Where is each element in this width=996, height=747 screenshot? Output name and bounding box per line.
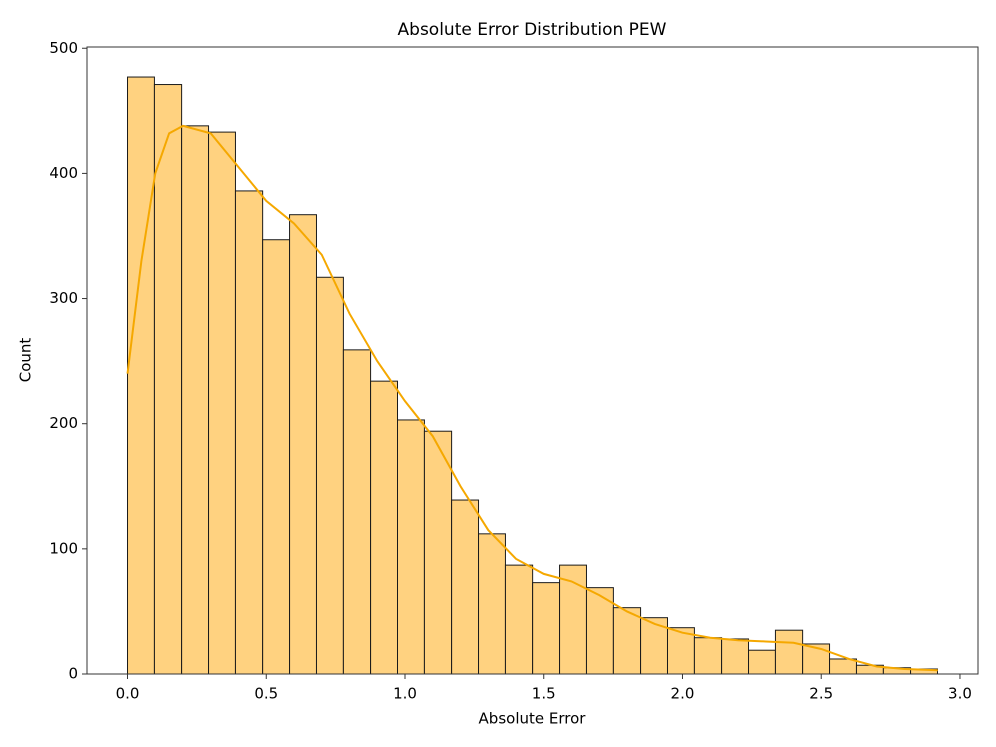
bar (451, 499, 480, 675)
bar (829, 658, 857, 675)
bar (153, 84, 183, 675)
bar (289, 214, 317, 675)
bar (748, 649, 776, 675)
bar (532, 582, 561, 675)
bar (721, 638, 750, 675)
bar (504, 564, 534, 675)
bar (397, 419, 425, 675)
y-axis-label: Count (17, 338, 35, 383)
x-tick-label: 2.5 (809, 685, 833, 703)
bar (612, 607, 642, 675)
y-tick-label: 500 (49, 39, 78, 57)
bar (208, 131, 236, 675)
kde-line (126, 124, 938, 672)
bar (342, 349, 372, 675)
plot-frame (86, 46, 979, 675)
chart-title: Absolute Error Distribution PEW (398, 20, 667, 40)
x-tick-label: 2.0 (671, 685, 695, 703)
y-tick-label: 400 (49, 164, 78, 182)
x-tick-label: 0.0 (116, 685, 140, 703)
x-tick-label: 1.0 (393, 685, 417, 703)
bar (478, 533, 506, 675)
bar (370, 380, 399, 675)
bar (234, 190, 264, 675)
bar (262, 239, 291, 675)
y-tick-label: 300 (49, 289, 78, 307)
x-tick-label: 0.5 (254, 685, 278, 703)
bar (315, 276, 344, 675)
x-tick-label: 3.0 (948, 685, 972, 703)
y-tick-label: 100 (49, 539, 78, 557)
bar (127, 76, 155, 675)
x-tick-label: 1.5 (532, 685, 556, 703)
bar (585, 587, 614, 675)
y-tick-label: 0 (68, 665, 78, 683)
bar (423, 430, 453, 675)
x-axis-label: Absolute Error (479, 710, 587, 728)
bar (693, 637, 723, 675)
bar (559, 564, 587, 675)
bar (181, 125, 210, 675)
y-tick-label: 200 (49, 414, 78, 432)
bar (774, 629, 804, 675)
